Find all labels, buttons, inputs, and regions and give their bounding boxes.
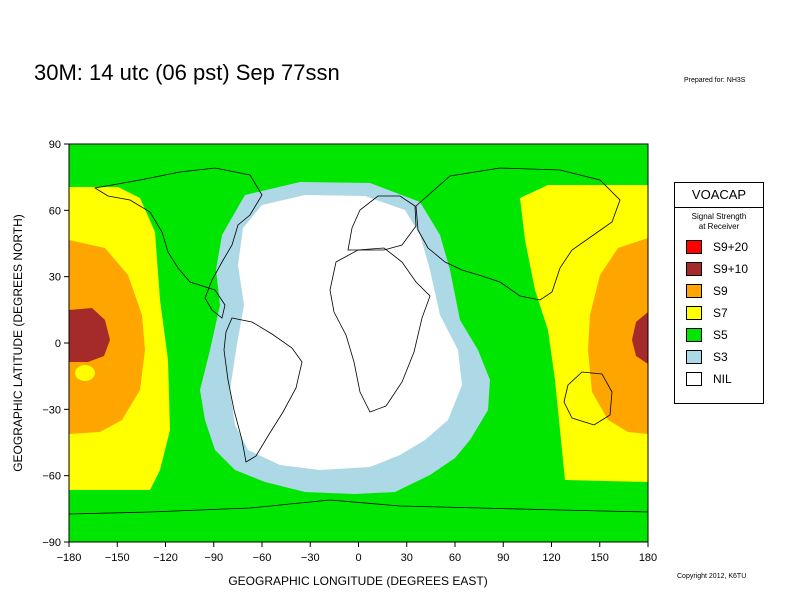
x-tick-label: 0 xyxy=(355,552,361,564)
x-tick-label: −150 xyxy=(105,552,130,564)
continent-outlines xyxy=(69,167,648,515)
legend-label: S7 xyxy=(713,306,728,320)
legend-label: NIL xyxy=(713,372,732,386)
x-tick-label: −30 xyxy=(301,552,320,564)
legend: VOACAP Signal Strength at Receiver S9+20… xyxy=(674,182,764,404)
y-tick-label: −90 xyxy=(42,537,61,549)
s9-plus-10-region-east xyxy=(632,312,648,364)
y-tick-label: 30 xyxy=(49,272,61,284)
europe-outline xyxy=(347,195,417,251)
s9-plus-10-region-west xyxy=(69,308,110,362)
x-tick-label: −180 xyxy=(57,552,82,564)
legend-item-s5: S5 xyxy=(675,324,763,346)
legend-subtitle-line-2: at Receiver xyxy=(698,222,740,231)
legend-swatch xyxy=(686,240,702,254)
x-tick-label: −60 xyxy=(253,552,272,564)
prepared-for-label: Prepared for: NH3S xyxy=(684,77,746,84)
x-tick-label: 90 xyxy=(497,552,509,564)
y-axis-label: GEOGRAPHIC LATITUDE (DEGREES NORTH) xyxy=(11,214,25,472)
legend-swatch xyxy=(686,284,702,298)
x-tick-label: 30 xyxy=(401,552,413,564)
y-tick-label: 90 xyxy=(49,139,61,151)
s9-region-east xyxy=(588,238,648,434)
y-tick-label: −30 xyxy=(42,404,61,416)
legend-swatch xyxy=(686,262,702,276)
x-tick-label: −120 xyxy=(153,552,178,564)
map-plot-area xyxy=(69,144,648,542)
africa-outline xyxy=(329,247,431,413)
x-tick-label: 150 xyxy=(591,552,609,564)
antarctica-outline xyxy=(69,499,648,515)
x-axis-label: GEOGRAPHIC LONGITUDE (DEGREES EAST) xyxy=(228,574,487,588)
legend-item-s9-plus-10: S9+10 xyxy=(675,258,763,280)
legend-subtitle-line-1: Signal Strength xyxy=(691,212,747,221)
copyright-label: Copyright 2012, K6TU xyxy=(677,573,747,580)
legend-swatch xyxy=(686,372,702,386)
legend-item-s7: S7 xyxy=(675,302,763,324)
y-tick-label: −60 xyxy=(42,471,61,483)
australia-outline xyxy=(563,371,613,426)
y-axis-ticks: 90 60 30 0 −30 −60 −90 xyxy=(42,139,69,549)
legend-item-nil: NIL xyxy=(675,368,763,390)
nil-region xyxy=(230,195,462,470)
asia-outline xyxy=(415,167,621,301)
legend-subtitle: Signal Strength at Receiver xyxy=(675,212,763,232)
x-axis-ticks: −180 −150 −120 −90 −60 −30 0 30 60 90 120 150 180 xyxy=(57,542,657,564)
legend-label: S9+10 xyxy=(713,262,749,276)
north-america-outline xyxy=(93,167,263,319)
y-tick-label: 0 xyxy=(55,338,61,350)
legend-title: VOACAP xyxy=(675,183,763,208)
s7-pocket xyxy=(75,365,95,381)
x-tick-label: 120 xyxy=(542,552,560,564)
south-america-outline xyxy=(223,317,303,463)
x-tick-label: −90 xyxy=(204,552,223,564)
page-title: 30M: 14 utc (06 pst) Sep 77ssn xyxy=(34,60,340,85)
x-tick-label: 60 xyxy=(449,552,461,564)
legend-item-s9: S9 xyxy=(675,280,763,302)
legend-label: S9 xyxy=(713,284,728,298)
legend-swatch xyxy=(686,306,702,320)
legend-swatch xyxy=(686,350,702,364)
legend-item-s9-plus-20: S9+20 xyxy=(675,236,763,258)
y-tick-label: 60 xyxy=(49,205,61,217)
x-tick-label: 180 xyxy=(639,552,657,564)
legend-item-s3: S3 xyxy=(675,346,763,368)
legend-items: S9+20 S9+10 S9 S7 S5 S3 NIL xyxy=(675,236,763,390)
legend-swatch xyxy=(686,328,702,342)
legend-label: S3 xyxy=(713,350,728,364)
legend-label: S5 xyxy=(713,328,728,342)
legend-label: S9+20 xyxy=(713,240,749,254)
